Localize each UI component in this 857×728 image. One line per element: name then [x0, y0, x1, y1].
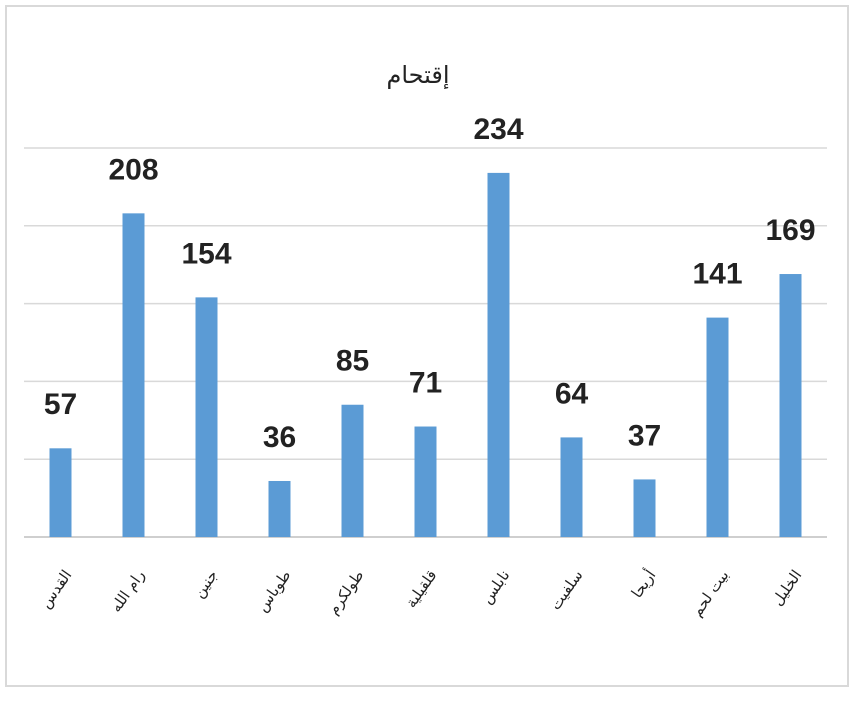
bar [779, 274, 802, 537]
value-label: 208 [108, 153, 158, 186]
value-label: 36 [263, 421, 296, 454]
value-label: 64 [555, 377, 589, 410]
bar [414, 426, 437, 537]
bar [560, 437, 583, 537]
bar [487, 172, 510, 537]
bar [195, 297, 218, 537]
chart-title: إقتحام [386, 61, 449, 90]
bar [706, 317, 729, 537]
value-label: 71 [409, 366, 442, 399]
value-label: 85 [336, 345, 369, 378]
bar [49, 448, 72, 537]
bar [633, 479, 656, 537]
bar [122, 213, 145, 538]
bar [341, 404, 364, 537]
value-label: 141 [692, 258, 742, 291]
value-label: 154 [181, 237, 231, 270]
value-label: 234 [473, 113, 523, 146]
value-label: 57 [44, 388, 77, 421]
bar [268, 480, 291, 537]
value-label: 169 [765, 214, 815, 247]
value-label: 37 [628, 419, 661, 452]
